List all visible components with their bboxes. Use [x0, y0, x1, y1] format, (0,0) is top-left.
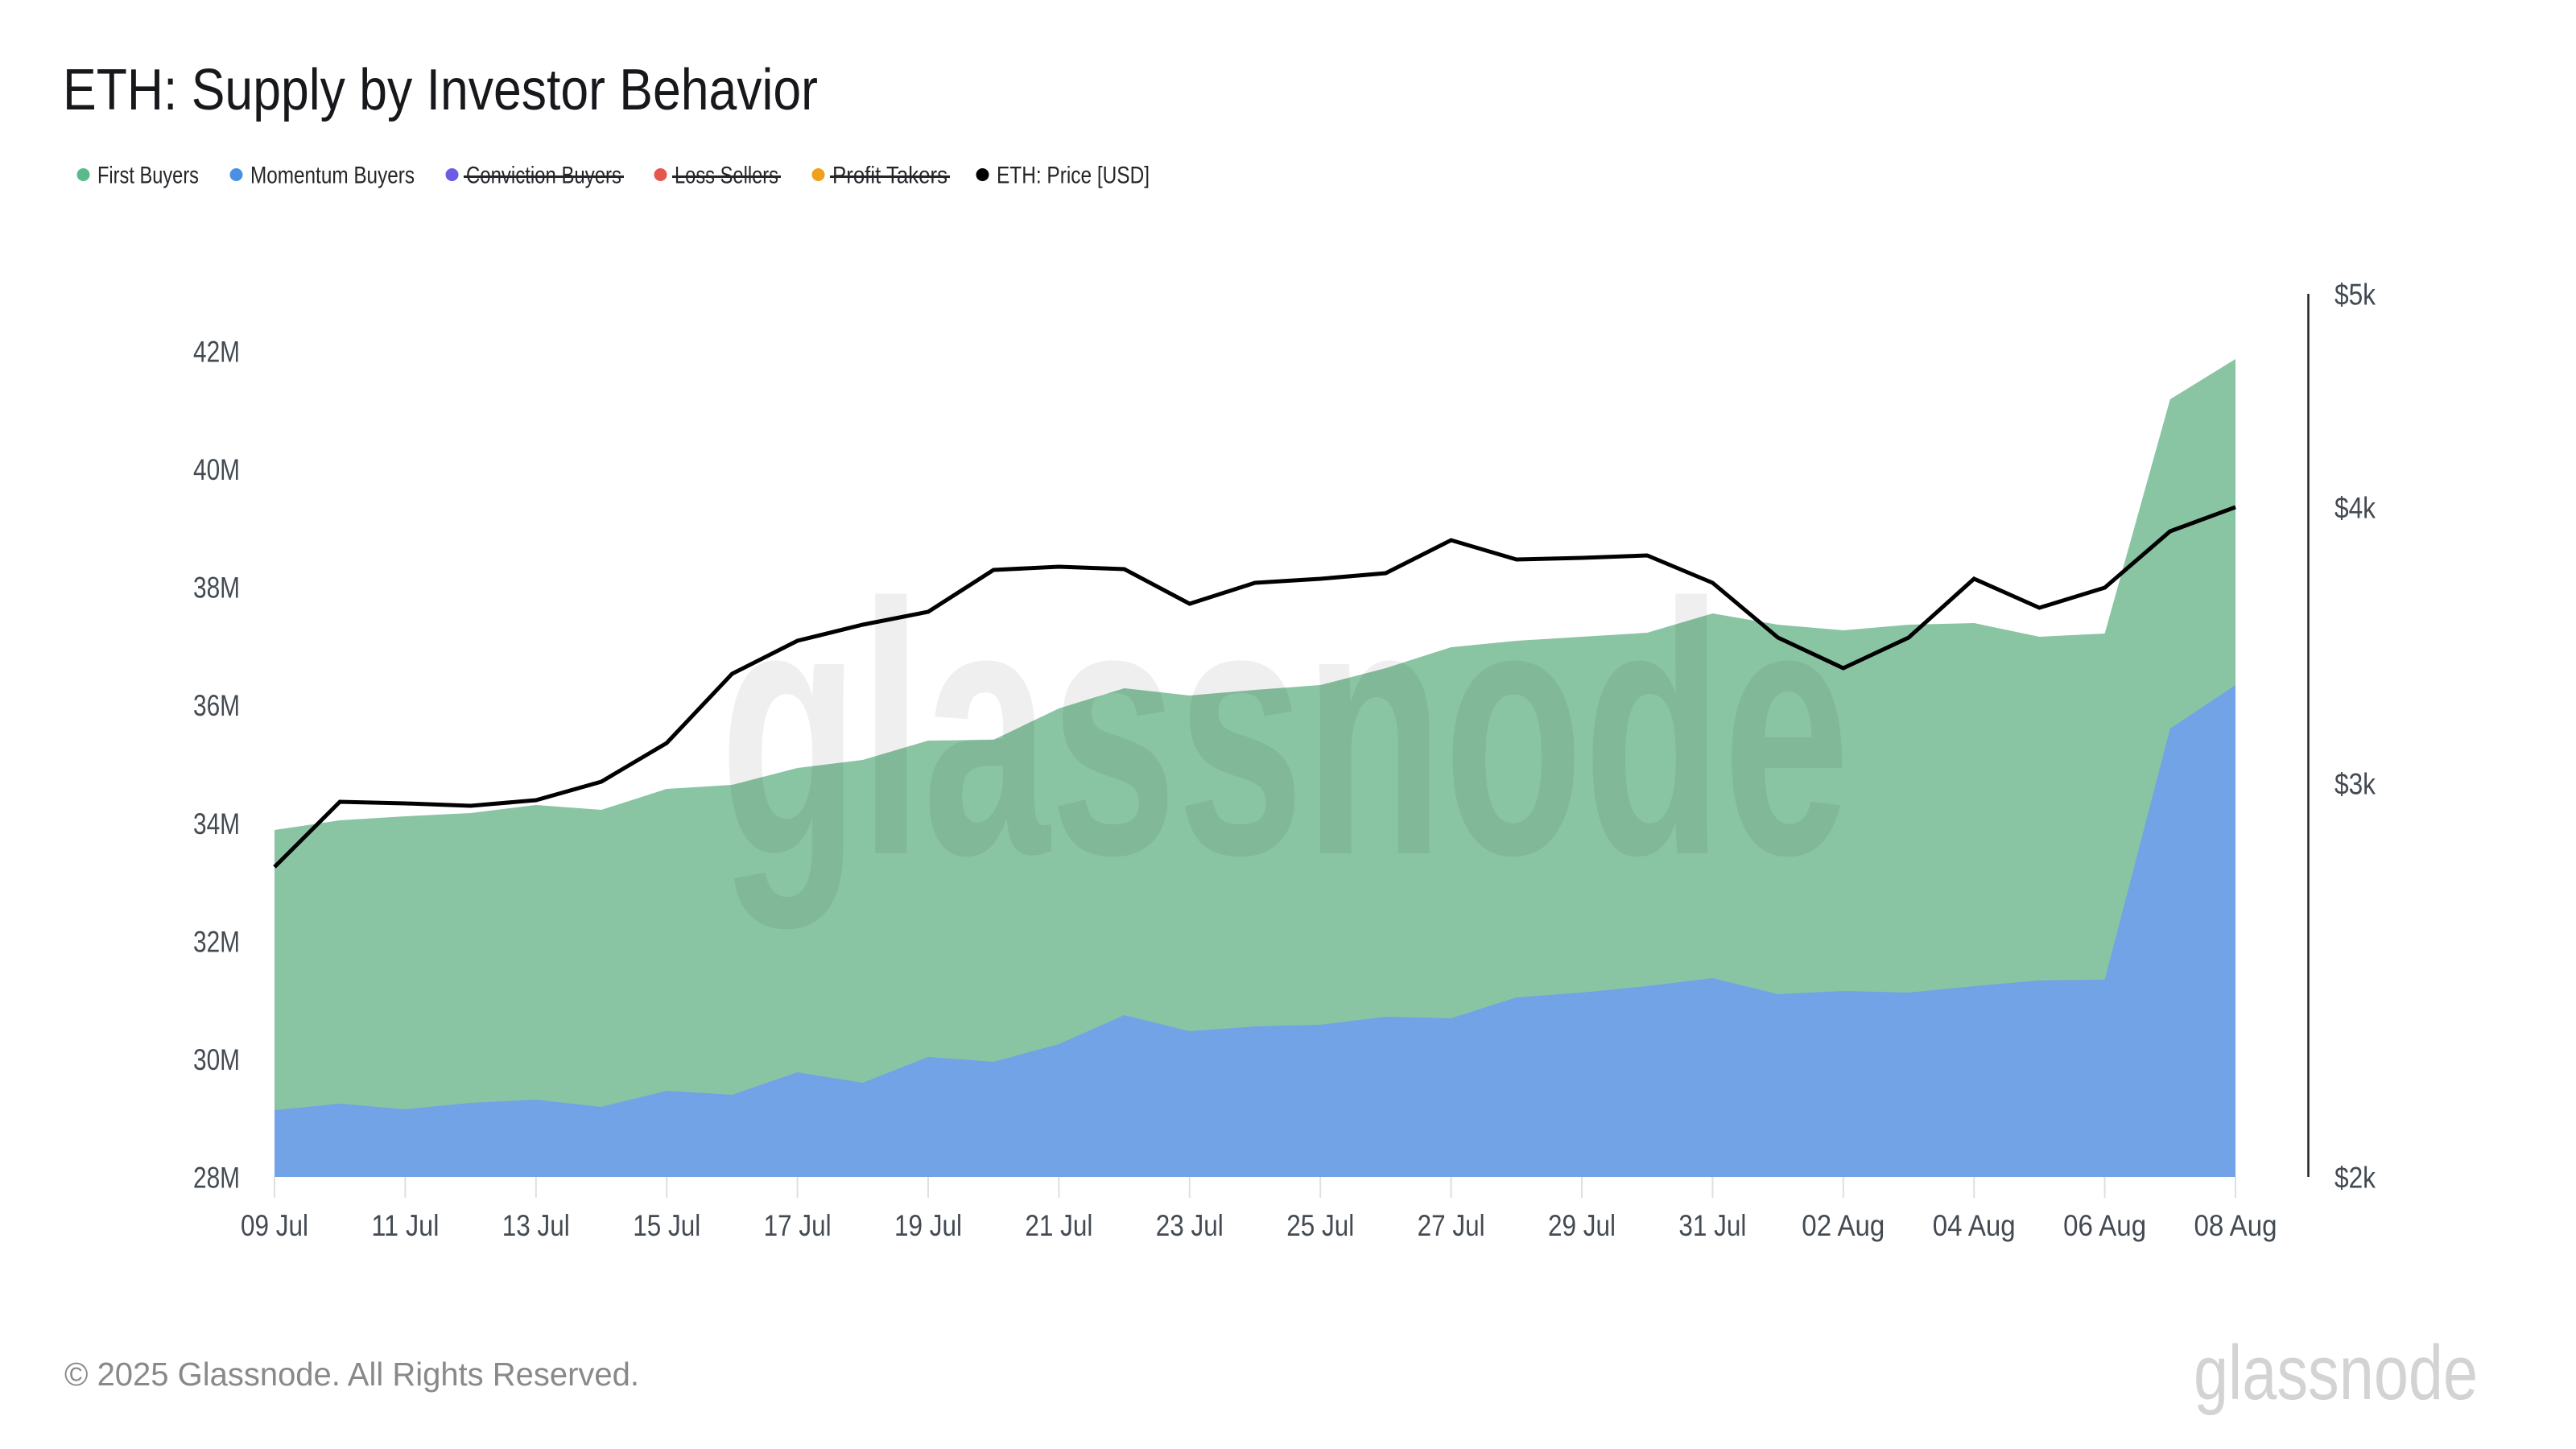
svg-text:$3k: $3k	[2334, 768, 2376, 801]
svg-text:11 Jul: 11 Jul	[371, 1209, 439, 1242]
svg-text:04 Aug: 04 Aug	[1933, 1209, 2016, 1242]
svg-text:36M: 36M	[193, 689, 240, 722]
svg-text:$4k: $4k	[2334, 492, 2376, 525]
svg-text:38M: 38M	[193, 572, 240, 605]
svg-text:19 Jul: 19 Jul	[894, 1209, 962, 1242]
svg-text:glassnode: glassnode	[2194, 1330, 2478, 1416]
svg-text:30M: 30M	[193, 1043, 240, 1076]
svg-text:© 2025 Glassnode. All Rights R: © 2025 Glassnode. All Rights Reserved.	[64, 1356, 639, 1393]
svg-text:ETH: Price [USD]: ETH: Price [USD]	[997, 163, 1150, 189]
svg-text:17 Jul: 17 Jul	[764, 1209, 832, 1242]
svg-text:21 Jul: 21 Jul	[1025, 1209, 1092, 1242]
svg-text:28M: 28M	[193, 1162, 240, 1195]
svg-text:13 Jul: 13 Jul	[502, 1209, 570, 1242]
svg-text:06 Aug: 06 Aug	[2063, 1209, 2146, 1242]
svg-text:23 Jul: 23 Jul	[1156, 1209, 1224, 1242]
svg-text:15 Jul: 15 Jul	[633, 1209, 700, 1242]
svg-text:32M: 32M	[193, 925, 240, 958]
svg-text:09 Jul: 09 Jul	[241, 1209, 308, 1242]
svg-text:ETH: Supply by Investor Behavi: ETH: Supply by Investor Behavior	[63, 58, 818, 122]
svg-text:Momentum Buyers: Momentum Buyers	[250, 163, 415, 189]
svg-text:42M: 42M	[193, 336, 240, 369]
svg-text:First Buyers: First Buyers	[97, 163, 199, 189]
svg-text:31 Jul: 31 Jul	[1678, 1209, 1746, 1242]
svg-text:40M: 40M	[193, 453, 240, 486]
svg-text:34M: 34M	[193, 807, 240, 840]
svg-text:glassnode: glassnode	[720, 530, 1850, 931]
svg-text:$2k: $2k	[2334, 1162, 2376, 1195]
svg-text:29 Jul: 29 Jul	[1548, 1209, 1616, 1242]
svg-text:$5k: $5k	[2334, 279, 2376, 312]
svg-text:27 Jul: 27 Jul	[1418, 1209, 1485, 1242]
svg-text:02 Aug: 02 Aug	[1802, 1209, 1885, 1242]
svg-text:25 Jul: 25 Jul	[1286, 1209, 1354, 1242]
svg-text:08 Aug: 08 Aug	[2194, 1209, 2277, 1242]
